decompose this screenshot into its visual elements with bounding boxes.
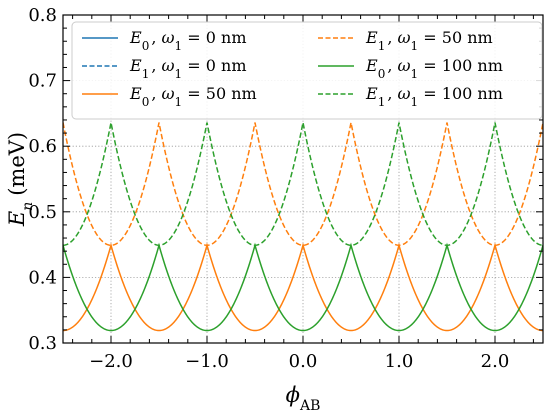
legend-item: E1, ω1 = 50 nm [318, 28, 493, 53]
x-tick-label: −2.0 [89, 351, 133, 372]
y-tick-labels: 0.3 0.4 0.5 0.6 0.7 0.8 [28, 5, 57, 354]
y-tick-label: 0.3 [28, 333, 57, 354]
legend-box [71, 21, 543, 120]
x-tick-label: 2.0 [481, 351, 510, 372]
legend-item: E0, ω1 = 100 nm [318, 56, 503, 81]
legend-item: E1, ω1 = 0 nm [82, 56, 247, 81]
x-axis-label: ϕAB [286, 383, 321, 411]
legend-label: E1, ω1 = 50 nm [365, 28, 493, 53]
plot-area [63, 122, 543, 332]
legend: E0, ω1 = 0 nm E1, ω1 = 0 nm E0, ω1 = 50 nm… [71, 21, 543, 120]
axis-ticks [63, 14, 543, 344]
y-tick-label: 0.4 [28, 267, 57, 288]
legend-label: E0, ω1 = 100 nm [365, 56, 503, 81]
y-tick-label: 0.5 [28, 202, 57, 223]
y-tick-label: 0.8 [28, 5, 57, 26]
x-tick-label: 1.0 [385, 351, 414, 372]
legend-label: E0, ω1 = 50 nm [129, 84, 257, 109]
x-tick-labels: −2.0 −1.0 0.0 1.0 2.0 [89, 351, 509, 372]
y-axis-label: En(meV) [5, 132, 36, 227]
legend-item: E1, ω1 = 100 nm [318, 84, 503, 109]
series-line [63, 242, 543, 332]
legend-item: E0, ω1 = 50 nm [82, 84, 257, 109]
x-tick-label: −1.0 [185, 351, 229, 372]
y-tick-label: 0.6 [28, 136, 57, 157]
legend-item: E0, ω1 = 0 nm [82, 28, 247, 53]
legend-label: E0, ω1 = 0 nm [129, 28, 247, 53]
legend-label: E1, ω1 = 0 nm [129, 56, 247, 81]
y-tick-label: 0.7 [28, 71, 57, 92]
legend-label: E1, ω1 = 100 nm [365, 84, 503, 109]
series-line [63, 242, 543, 332]
x-tick-label: 0.0 [289, 351, 318, 372]
